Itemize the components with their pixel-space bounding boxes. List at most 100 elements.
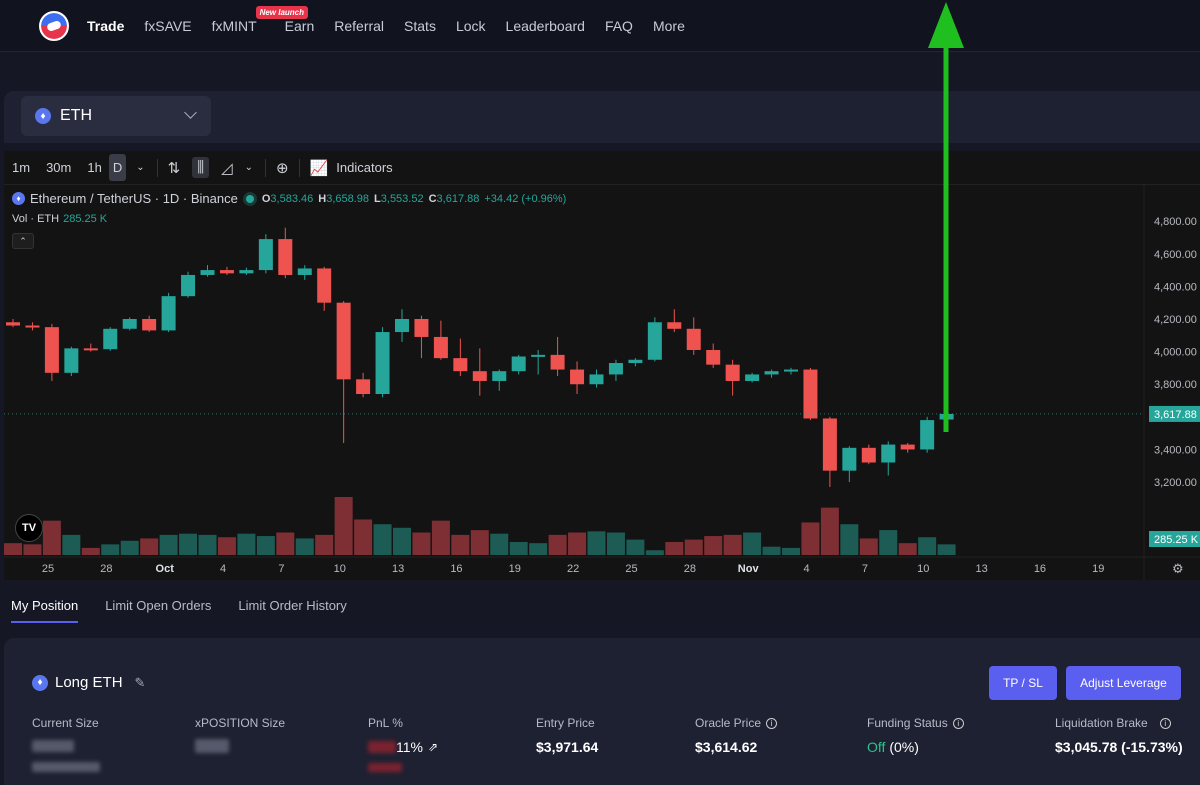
x-tick-label: 10 xyxy=(917,563,929,575)
pnl: PnL % 11% ⇗ xyxy=(368,716,438,775)
interval-1m[interactable]: 1m xyxy=(12,160,31,175)
volume-bar xyxy=(606,532,625,555)
volume-bar xyxy=(120,540,139,555)
volume-bar xyxy=(840,524,859,555)
nav-more[interactable]: More xyxy=(652,17,685,34)
eth-icon: ♦ xyxy=(32,674,48,691)
nav-fxmint-label: fxMINT xyxy=(211,17,257,34)
legend-open: O3,583.46 xyxy=(261,192,314,205)
volume-bar xyxy=(412,532,431,555)
oracle-price-value: $3,614.62 xyxy=(695,739,758,755)
pnl-sub-redacted xyxy=(368,763,402,772)
legend-symbol: Ethereum / TetherUS · 1D · Binance xyxy=(30,191,238,206)
volume-bar xyxy=(431,520,450,555)
tp-sl-button[interactable]: TP / SL xyxy=(989,666,1057,700)
candle-body xyxy=(317,268,332,303)
y-tick-label: 3,800.00 xyxy=(1154,379,1197,391)
liquidation-brake-value: $3,045.78 (-15.73%) xyxy=(1055,739,1183,755)
nav-trade[interactable]: Trade xyxy=(87,17,125,34)
volume-bar xyxy=(879,530,898,555)
x-tick-label: 13 xyxy=(392,563,404,575)
nav-referral[interactable]: Referral xyxy=(334,17,385,34)
position-card: ♦ Long ETH ✎ TP / SL Adjust Leverage Cur… xyxy=(4,638,1200,785)
chart-settings-gear-icon[interactable]: ⚙ xyxy=(1172,562,1184,577)
info-icon[interactable]: i xyxy=(1159,717,1171,729)
collapse-legend-button[interactable]: ⌃ xyxy=(12,233,34,249)
tab-my-position[interactable]: My Position xyxy=(11,598,79,623)
fx-logo[interactable] xyxy=(39,10,69,41)
asset-select[interactable]: ♦ ETH xyxy=(21,96,211,136)
candle-body xyxy=(6,322,20,326)
nav-fxmint[interactable]: fxMINT New launch xyxy=(211,5,309,34)
compare-icon[interactable]: ⇅ xyxy=(167,159,181,177)
indicators-button[interactable]: Indicators xyxy=(336,160,393,175)
candle-body xyxy=(181,274,196,297)
price-chart[interactable]: 1m 30m 1h D ⌄ ⇅ ⫼ ◿ ⌄ ⊕ 📈 Indicators 4,8… xyxy=(4,151,1200,580)
top-nav: Trade fxSAVE fxMINT New launch Earn Refe… xyxy=(0,0,1200,52)
nav-fxsave[interactable]: fxSAVE xyxy=(144,17,192,34)
volume-bar xyxy=(859,538,878,555)
candle-body xyxy=(200,270,215,275)
candle-body xyxy=(861,447,876,463)
current-size: Current Size xyxy=(32,716,100,775)
tab-limit-open-orders[interactable]: Limit Open Orders xyxy=(105,598,212,613)
volume-bar xyxy=(198,534,217,555)
indicators-icon[interactable]: 📈 xyxy=(309,159,329,177)
volume-bar xyxy=(237,533,256,555)
y-tick-label: 3,400.00 xyxy=(1154,444,1197,456)
volume-bar xyxy=(23,544,42,555)
y-tick-label: 4,800.00 xyxy=(1154,216,1197,228)
volume-bar xyxy=(743,532,762,555)
x-tick-label: 7 xyxy=(862,563,868,575)
candle-body xyxy=(395,319,409,333)
nav-lock[interactable]: Lock xyxy=(455,17,486,34)
volume-bar xyxy=(684,539,703,555)
legend-high: H3,658.98 xyxy=(318,192,370,205)
candle-body xyxy=(842,447,857,471)
candle-body xyxy=(414,319,429,337)
edit-icon[interactable]: ✎ xyxy=(134,674,146,690)
chart-toolbar: 1m 30m 1h D ⌄ ⇅ ⫼ ◿ ⌄ ⊕ 📈 Indicators xyxy=(4,151,1200,185)
info-icon[interactable]: i xyxy=(952,717,964,729)
chart-legend: ♦ Ethereum / TetherUS · 1D · Binance O3,… xyxy=(12,191,566,206)
nav-stats[interactable]: Stats xyxy=(404,17,436,34)
nav-faq[interactable]: FAQ xyxy=(604,17,633,34)
candle-body xyxy=(745,374,760,381)
candle-body xyxy=(550,354,565,370)
interval-d[interactable]: D xyxy=(108,154,127,181)
add-plus-icon[interactable]: ⊕ xyxy=(276,159,289,177)
interval-30m[interactable]: 30m xyxy=(46,160,72,175)
volume-bar xyxy=(509,541,528,555)
candles-icon[interactable]: ⫼ xyxy=(192,157,210,178)
x-tick-label: 28 xyxy=(684,563,696,575)
legend-change: +34.42 (+0.96%) xyxy=(484,192,567,205)
y-tick-label: 4,400.00 xyxy=(1154,281,1197,293)
interval-1h[interactable]: 1h xyxy=(87,160,102,175)
xposition-size: xPOSITION Size xyxy=(195,716,285,756)
candle-body xyxy=(258,239,273,271)
share-icon[interactable]: ⇗ xyxy=(427,740,439,754)
nav-earn[interactable]: Earn xyxy=(284,17,315,34)
candle-body xyxy=(531,354,546,357)
candle-body xyxy=(920,420,935,450)
volume-bar xyxy=(704,536,723,555)
pnl-value: 11% xyxy=(396,739,423,755)
current-size-value-redacted xyxy=(32,740,74,752)
x-tick-label: Nov xyxy=(738,563,760,575)
chart-type-chevron-icon[interactable]: ⌄ xyxy=(244,162,254,173)
legend-close: C3,617.88 xyxy=(428,192,480,205)
candle-body xyxy=(142,319,157,331)
adjust-leverage-button[interactable]: Adjust Leverage xyxy=(1066,666,1181,700)
info-icon[interactable]: i xyxy=(766,717,778,729)
candle-body xyxy=(472,371,487,381)
candle-body xyxy=(706,349,721,365)
tab-limit-order-history[interactable]: Limit Order History xyxy=(238,598,347,613)
volume-bar xyxy=(937,544,956,555)
chart-canvas[interactable]: 4,800.00 4,600.00 4,400.00 4,200.00 4,000.00… xyxy=(4,151,1200,580)
volume-bar xyxy=(62,534,81,555)
candle-body xyxy=(161,296,176,331)
interval-chevron-icon[interactable]: ⌄ xyxy=(136,162,145,173)
tradingview-logo-icon[interactable]: TV xyxy=(15,514,43,542)
area-chart-icon[interactable]: ◿ xyxy=(221,159,233,177)
nav-leaderboard[interactable]: Leaderboard xyxy=(505,17,585,34)
